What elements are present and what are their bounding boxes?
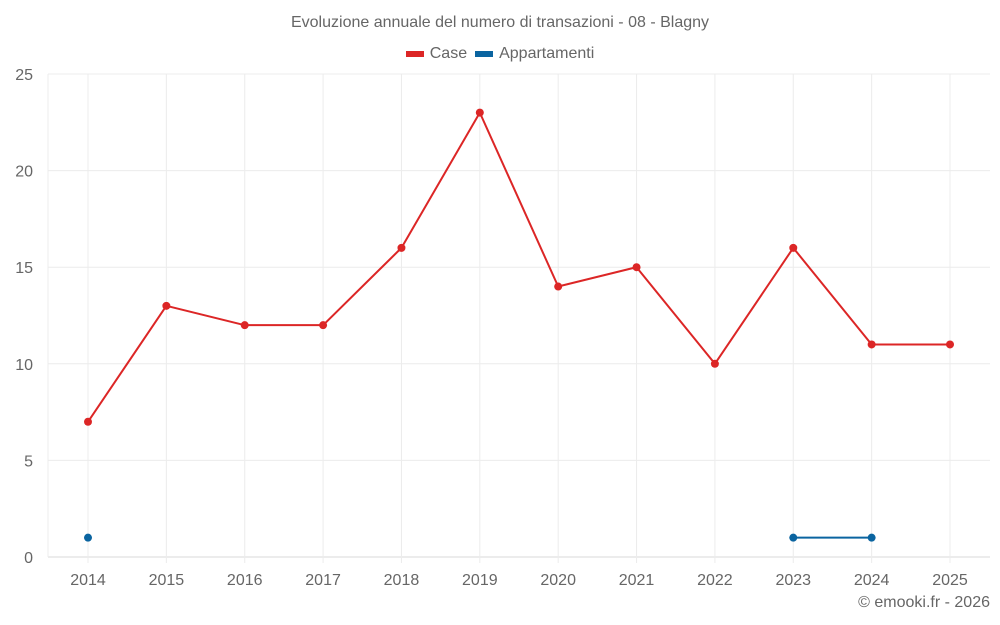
data-point[interactable] (867, 340, 876, 349)
y-tick-label: 0 (24, 550, 33, 567)
legend-item-appartamenti[interactable]: Appartamenti (475, 45, 594, 63)
data-point[interactable] (867, 533, 876, 542)
x-tick-label: 2021 (619, 572, 655, 589)
data-point[interactable] (789, 243, 798, 252)
x-tick-label: 2020 (540, 572, 576, 589)
chart-title: Evoluzione annuale del numero di transaz… (290, 14, 710, 31)
y-tick-label: 5 (24, 453, 33, 470)
data-point[interactable] (84, 533, 92, 542)
grid-lines (47, 73, 990, 563)
credit-text: © emooki.fr - 2026 (858, 594, 990, 611)
x-tick-label: 2025 (932, 572, 968, 589)
data-point[interactable] (632, 263, 641, 272)
y-tick-label: 25 (15, 67, 33, 84)
x-tick-label: 2019 (462, 572, 498, 589)
legend-label-appartamenti: Appartamenti (499, 45, 595, 62)
x-axis: 2014 2015 2016 2017 2018 2019 2020 2021 2022 2023… (70, 572, 968, 589)
data-point[interactable] (554, 282, 563, 291)
x-tick-label: 2024 (854, 572, 890, 589)
x-tick-label: 2022 (697, 572, 733, 589)
legend-label-case: Case (429, 45, 468, 62)
data-point[interactable] (946, 340, 954, 349)
legend: Case Appartamenti (0, 45, 1000, 63)
x-tick-label: 2018 (384, 572, 420, 589)
series-appartamenti (84, 533, 876, 542)
x-tick-label: 2017 (305, 572, 341, 589)
data-point[interactable] (710, 359, 719, 368)
case-swatch-icon (405, 51, 424, 57)
data-series (84, 108, 954, 542)
data-point[interactable] (397, 243, 406, 252)
appartamenti-swatch-icon (475, 51, 494, 57)
data-point[interactable] (162, 301, 171, 310)
y-tick-label: 15 (15, 260, 33, 277)
x-tick-label: 2015 (149, 572, 185, 589)
x-tick-label: 2016 (227, 572, 263, 589)
data-point[interactable] (240, 321, 249, 330)
data-point[interactable] (319, 321, 328, 330)
y-tick-label: 20 (15, 164, 33, 181)
series-case (84, 108, 954, 426)
y-axis: 0 5 10 15 20 25 (15, 67, 33, 567)
data-point[interactable] (84, 417, 92, 426)
series-line (87, 111, 950, 423)
legend-item-case[interactable]: Case (405, 45, 468, 63)
y-tick-label: 10 (15, 357, 33, 374)
data-point[interactable] (789, 533, 798, 542)
x-tick-label: 2023 (775, 572, 811, 589)
x-tick-label: 2014 (70, 572, 106, 589)
data-point[interactable] (475, 108, 484, 117)
